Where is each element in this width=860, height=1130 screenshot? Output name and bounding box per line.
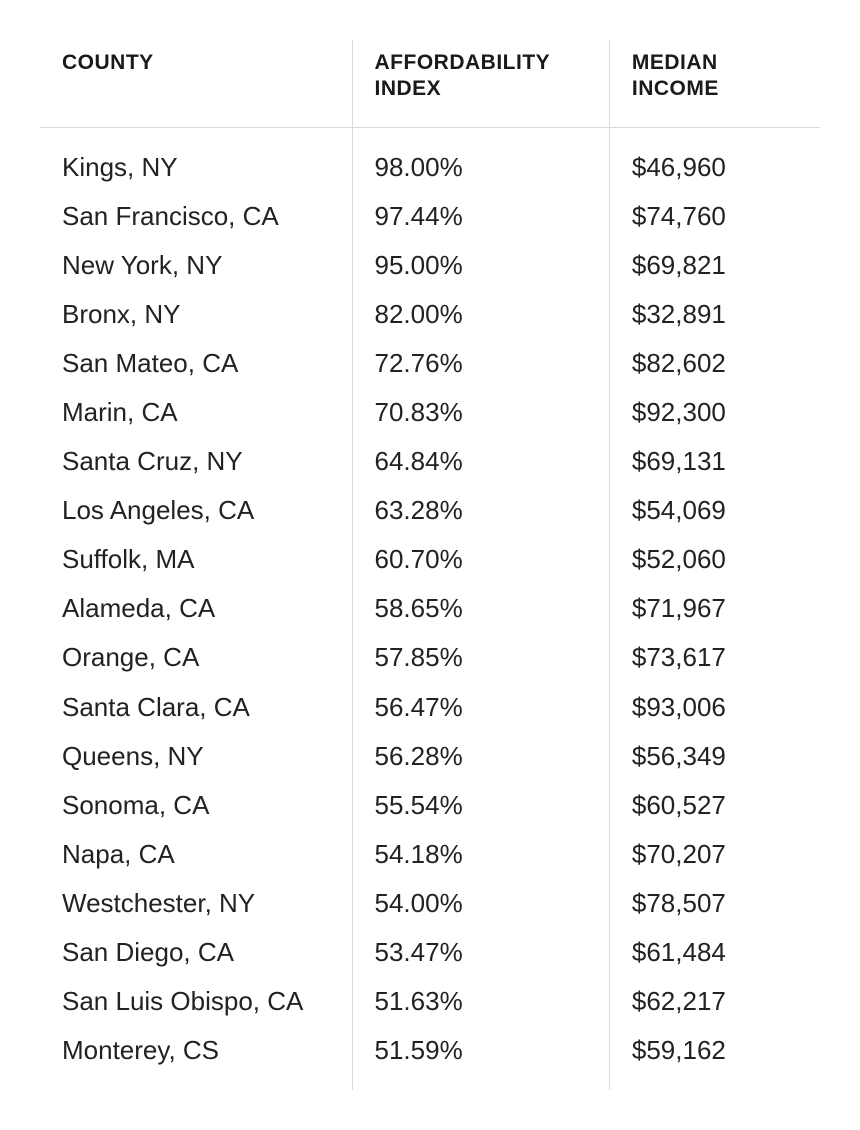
cell-county: Marin, CA <box>40 388 352 437</box>
cell-median-income: $32,891 <box>609 290 820 339</box>
table-row: Los Angeles, CA63.28%$54,069 <box>40 486 820 535</box>
cell-county: San Francisco, CA <box>40 192 352 241</box>
table-row: Marin, CA70.83%$92,300 <box>40 388 820 437</box>
cell-affordability: 51.63% <box>352 977 609 1026</box>
table-row: San Luis Obispo, CA51.63%$62,217 <box>40 977 820 1026</box>
cell-affordability: 57.85% <box>352 633 609 682</box>
cell-median-income: $78,507 <box>609 879 820 928</box>
table-row: Monterey, CS51.59%$59,162 <box>40 1026 820 1090</box>
table-row: Alameda, CA58.65%$71,967 <box>40 584 820 633</box>
cell-county: San Luis Obispo, CA <box>40 977 352 1026</box>
cell-median-income: $71,967 <box>609 584 820 633</box>
cell-affordability: 55.54% <box>352 781 609 830</box>
cell-county: Bronx, NY <box>40 290 352 339</box>
cell-median-income: $52,060 <box>609 535 820 584</box>
table-row: New York, NY95.00%$69,821 <box>40 241 820 290</box>
cell-affordability: 54.18% <box>352 830 609 879</box>
cell-county: Monterey, CS <box>40 1026 352 1090</box>
cell-median-income: $69,131 <box>609 437 820 486</box>
table-header-row: COUNTY AFFORDABILITY INDEX MEDIAN INCOME <box>40 40 820 127</box>
table-row: Orange, CA57.85%$73,617 <box>40 633 820 682</box>
cell-affordability: 98.00% <box>352 127 609 192</box>
cell-median-income: $74,760 <box>609 192 820 241</box>
cell-median-income: $54,069 <box>609 486 820 535</box>
table-row: Napa, CA54.18%$70,207 <box>40 830 820 879</box>
cell-affordability: 54.00% <box>352 879 609 928</box>
cell-county: San Mateo, CA <box>40 339 352 388</box>
col-header-affordability: AFFORDABILITY INDEX <box>352 40 609 127</box>
cell-affordability: 63.28% <box>352 486 609 535</box>
cell-county: Queens, NY <box>40 732 352 781</box>
cell-county: New York, NY <box>40 241 352 290</box>
cell-county: Suffolk, MA <box>40 535 352 584</box>
cell-county: Sonoma, CA <box>40 781 352 830</box>
col-header-median-income: MEDIAN INCOME <box>609 40 820 127</box>
cell-affordability: 97.44% <box>352 192 609 241</box>
cell-affordability: 82.00% <box>352 290 609 339</box>
table-row: Santa Cruz, NY64.84%$69,131 <box>40 437 820 486</box>
cell-median-income: $82,602 <box>609 339 820 388</box>
table-header: COUNTY AFFORDABILITY INDEX MEDIAN INCOME <box>40 40 820 127</box>
affordability-table: COUNTY AFFORDABILITY INDEX MEDIAN INCOME… <box>40 40 820 1090</box>
table-body: Kings, NY98.00%$46,960San Francisco, CA9… <box>40 127 820 1090</box>
cell-county: Westchester, NY <box>40 879 352 928</box>
cell-median-income: $93,006 <box>609 683 820 732</box>
cell-median-income: $69,821 <box>609 241 820 290</box>
cell-county: Alameda, CA <box>40 584 352 633</box>
cell-county: Santa Cruz, NY <box>40 437 352 486</box>
cell-median-income: $46,960 <box>609 127 820 192</box>
table-row: Santa Clara, CA56.47%$93,006 <box>40 683 820 732</box>
col-header-county: COUNTY <box>40 40 352 127</box>
cell-affordability: 60.70% <box>352 535 609 584</box>
table-row: Sonoma, CA55.54%$60,527 <box>40 781 820 830</box>
table-row: Bronx, NY82.00%$32,891 <box>40 290 820 339</box>
table-row: San Mateo, CA72.76%$82,602 <box>40 339 820 388</box>
cell-affordability: 51.59% <box>352 1026 609 1090</box>
table-row: San Francisco, CA97.44%$74,760 <box>40 192 820 241</box>
table-container: COUNTY AFFORDABILITY INDEX MEDIAN INCOME… <box>0 0 860 1130</box>
cell-affordability: 70.83% <box>352 388 609 437</box>
cell-affordability: 56.47% <box>352 683 609 732</box>
table-row: Westchester, NY54.00%$78,507 <box>40 879 820 928</box>
table-row: San Diego, CA53.47%$61,484 <box>40 928 820 977</box>
cell-median-income: $59,162 <box>609 1026 820 1090</box>
cell-affordability: 56.28% <box>352 732 609 781</box>
cell-county: Los Angeles, CA <box>40 486 352 535</box>
cell-county: Napa, CA <box>40 830 352 879</box>
cell-median-income: $61,484 <box>609 928 820 977</box>
cell-median-income: $60,527 <box>609 781 820 830</box>
cell-affordability: 72.76% <box>352 339 609 388</box>
table-row: Suffolk, MA60.70%$52,060 <box>40 535 820 584</box>
cell-county: Orange, CA <box>40 633 352 682</box>
cell-affordability: 64.84% <box>352 437 609 486</box>
cell-county: Kings, NY <box>40 127 352 192</box>
cell-median-income: $70,207 <box>609 830 820 879</box>
cell-median-income: $92,300 <box>609 388 820 437</box>
cell-affordability: 53.47% <box>352 928 609 977</box>
cell-affordability: 58.65% <box>352 584 609 633</box>
cell-median-income: $56,349 <box>609 732 820 781</box>
cell-median-income: $73,617 <box>609 633 820 682</box>
table-row: Queens, NY56.28%$56,349 <box>40 732 820 781</box>
cell-county: San Diego, CA <box>40 928 352 977</box>
cell-affordability: 95.00% <box>352 241 609 290</box>
cell-median-income: $62,217 <box>609 977 820 1026</box>
cell-county: Santa Clara, CA <box>40 683 352 732</box>
table-row: Kings, NY98.00%$46,960 <box>40 127 820 192</box>
